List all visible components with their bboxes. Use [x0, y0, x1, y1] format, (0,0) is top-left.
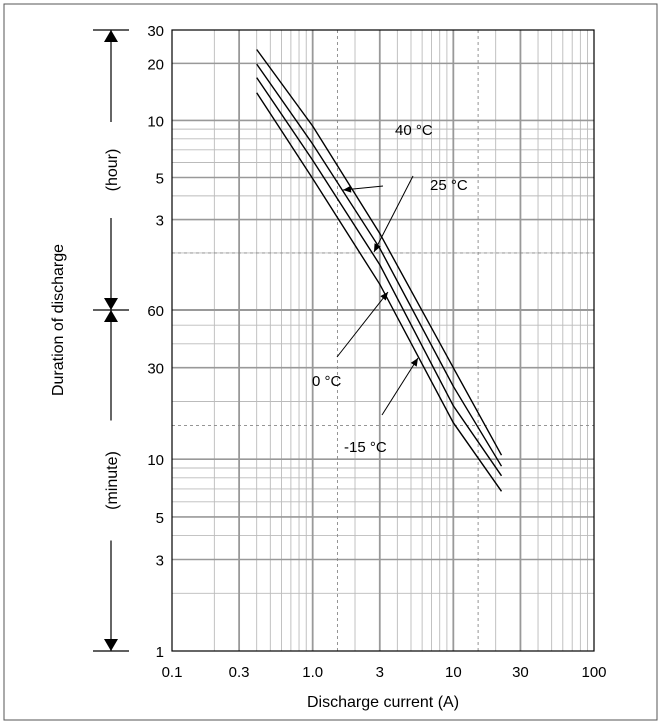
band-arrowhead — [104, 639, 118, 651]
outer-frame — [3, 3, 658, 721]
y-tick-label-minute: 60 — [147, 303, 164, 320]
y-tick-label-hour: 5 — [156, 171, 164, 188]
y-tick-labels: 30 20 10 5 3 60 30 10 5 3 1 — [147, 23, 164, 661]
y-tick-label-minute: 30 — [147, 361, 164, 378]
series-line-2 — [256, 77, 503, 477]
x-tick-label: 30 — [512, 664, 529, 681]
annotation-arrowhead — [410, 358, 418, 367]
annotation-leader — [381, 357, 419, 416]
y-band-indicators: (hour) (minute) — [93, 29, 129, 652]
band-arrowhead — [104, 310, 118, 322]
series-label: 40 °C — [395, 122, 433, 139]
dashed-grid — [172, 30, 594, 651]
series-layer — [256, 49, 503, 492]
x-tick-label: 3 — [376, 664, 384, 681]
annotation-arrowhead — [343, 185, 352, 193]
x-tick-labels: 0.1 0.3 1.0 3 10 30 100 — [162, 664, 607, 681]
x-tick-label: 0.1 — [162, 664, 183, 681]
series-label: 25 °C — [430, 177, 468, 194]
y-tick-label-minute: 1 — [156, 644, 164, 661]
major-grid — [172, 30, 594, 651]
band-label-minute: (minute) — [104, 451, 121, 510]
band-label-hour: (hour) — [104, 149, 121, 192]
x-axis-label: Discharge current (A) — [307, 694, 459, 711]
y-tick-label-hour: 30 — [147, 23, 164, 40]
y-tick-label-minute: 3 — [156, 553, 164, 570]
annotation-layer: 40 °C 25 °C 0 °C -15 °C — [312, 122, 468, 456]
y-tick-label-hour: 20 — [147, 56, 164, 73]
series-line-0 — [256, 49, 503, 456]
annotation-leader — [336, 291, 389, 358]
series-label: -15 °C — [344, 439, 387, 456]
annotation-arrowhead — [380, 292, 388, 301]
y-axis-label: Duration of discharge — [50, 244, 67, 396]
x-tick-label: 100 — [581, 664, 606, 681]
y-tick-label-hour: 3 — [156, 213, 164, 230]
x-tick-label: 10 — [445, 664, 462, 681]
x-tick-label: 0.3 — [229, 664, 250, 681]
series-line-1 — [256, 63, 503, 467]
annotation-leader — [373, 175, 414, 253]
plot-frame — [171, 29, 595, 652]
series-line-3 — [256, 92, 503, 492]
minor-grid — [172, 30, 594, 651]
band-arrowhead — [104, 30, 118, 42]
y-tick-label-hour: 10 — [147, 113, 164, 130]
band-arrowhead — [104, 298, 118, 310]
y-tick-label-minute: 10 — [147, 452, 164, 469]
series-label: 0 °C — [312, 373, 342, 390]
x-tick-label: 1.0 — [302, 664, 323, 681]
annotation-arrowhead — [374, 243, 381, 252]
y-tick-label-minute: 5 — [156, 510, 164, 527]
